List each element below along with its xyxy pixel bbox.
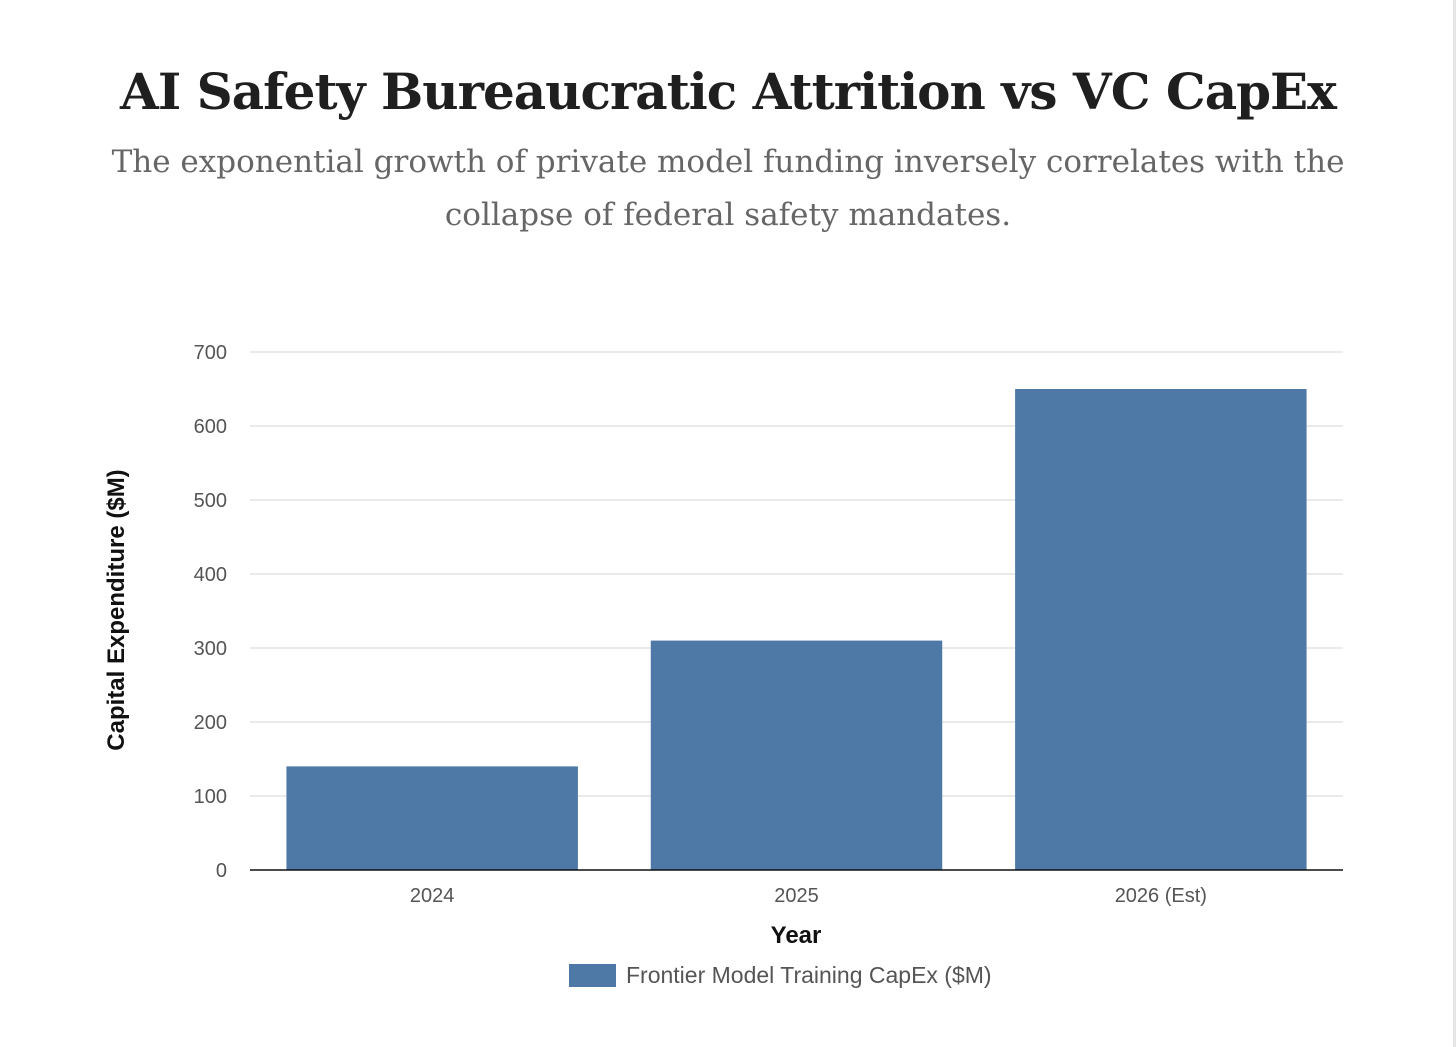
y-tick-label: 500 (194, 490, 227, 512)
frame-edge (1453, 0, 1456, 1047)
y-axis-ticks: 0 100 200 300 400 500 600 700 (194, 342, 227, 882)
bars (286, 389, 1307, 870)
x-tick-label: 2026 (Est) (1115, 885, 1207, 907)
x-tick-label: 2025 (774, 885, 819, 907)
bar-3 (1015, 389, 1307, 870)
y-tick-label: 700 (194, 342, 227, 364)
y-tick-label: 400 (194, 564, 227, 586)
x-tick-label: 2024 (410, 885, 455, 907)
y-tick-label: 100 (194, 786, 227, 808)
y-tick-label: 300 (194, 638, 227, 660)
chart-title: AI Safety Bureaucratic Attrition vs VC C… (120, 62, 1337, 121)
y-tick-label: 600 (194, 416, 227, 438)
legend-label: Frontier Model Training CapEx ($M) (626, 962, 992, 988)
legend-swatch (569, 964, 616, 987)
y-tick-label: 200 (194, 712, 227, 734)
bar-2 (650, 640, 943, 870)
x-axis-ticks: 2024 2025 2026 (Est) (410, 885, 1207, 907)
x-axis-title: Year (771, 922, 822, 949)
bar-1 (286, 766, 578, 870)
y-axis-title: Capital Expenditure ($M) (103, 469, 130, 750)
chart-subtitle: The exponential growth of private model … (111, 144, 1345, 233)
y-tick-label: 0 (216, 860, 227, 882)
legend: Frontier Model Training CapEx ($M) (569, 962, 992, 988)
